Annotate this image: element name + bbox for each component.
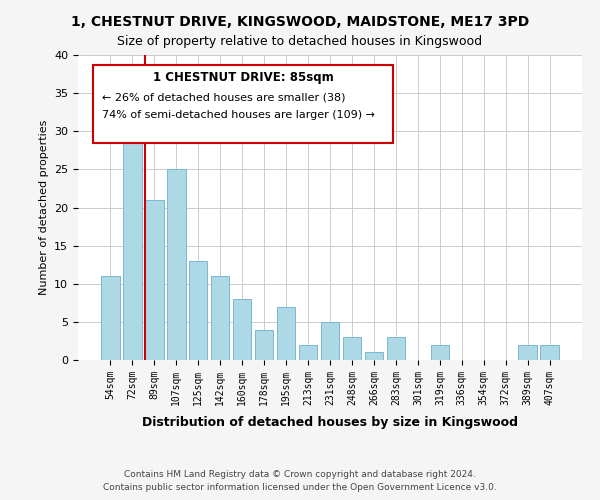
Bar <box>189 261 208 360</box>
Bar <box>123 131 142 360</box>
Bar <box>386 337 405 360</box>
Y-axis label: Number of detached properties: Number of detached properties <box>38 120 49 295</box>
Bar <box>101 276 119 360</box>
Text: Size of property relative to detached houses in Kingswood: Size of property relative to detached ho… <box>118 35 482 48</box>
Bar <box>518 345 537 360</box>
Bar <box>277 306 295 360</box>
Text: Contains HM Land Registry data © Crown copyright and database right 2024.
Contai: Contains HM Land Registry data © Crown c… <box>103 470 497 492</box>
X-axis label: Distribution of detached houses by size in Kingswood: Distribution of detached houses by size … <box>142 416 518 429</box>
Bar <box>365 352 383 360</box>
Bar <box>167 170 185 360</box>
Text: ← 26% of detached houses are smaller (38): ← 26% of detached houses are smaller (38… <box>102 92 346 102</box>
Text: 1, CHESTNUT DRIVE, KINGSWOOD, MAIDSTONE, ME17 3PD: 1, CHESTNUT DRIVE, KINGSWOOD, MAIDSTONE,… <box>71 15 529 29</box>
Bar <box>431 345 449 360</box>
Bar <box>320 322 340 360</box>
Bar <box>145 200 164 360</box>
Bar <box>541 345 559 360</box>
Text: 1 CHESTNUT DRIVE: 85sqm: 1 CHESTNUT DRIVE: 85sqm <box>152 71 334 84</box>
Text: 74% of semi-detached houses are larger (109) →: 74% of semi-detached houses are larger (… <box>102 110 375 120</box>
Bar <box>343 337 361 360</box>
Bar <box>255 330 274 360</box>
Bar <box>299 345 317 360</box>
Bar <box>211 276 229 360</box>
Bar <box>233 299 251 360</box>
